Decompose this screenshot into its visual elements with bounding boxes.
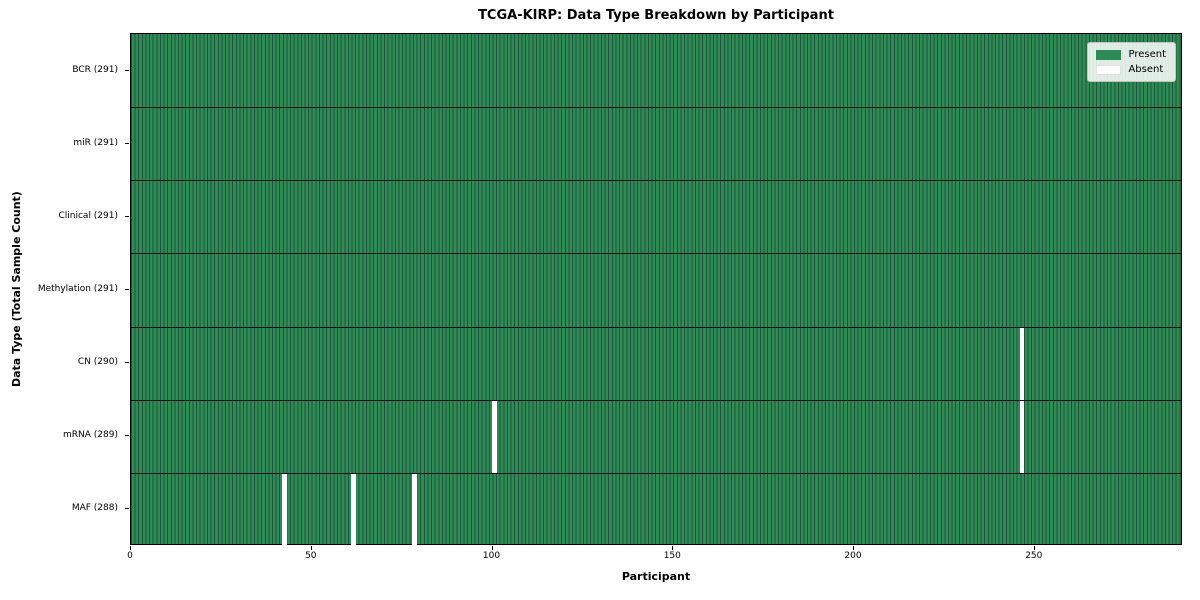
present-swatch-icon (1096, 49, 1122, 60)
absent-bar (1019, 326, 1025, 400)
x-tick-label: 250 (1025, 551, 1043, 561)
legend-item-absent: Absent (1096, 64, 1166, 75)
x-tick-label: 0 (127, 551, 133, 561)
row-divider (131, 326, 1181, 328)
absent-swatch-icon (1096, 64, 1122, 75)
y-tick-label: mRNA (289) (63, 430, 118, 441)
y-tick-label: Clinical (291) (58, 210, 118, 221)
y-tick-mark (125, 142, 129, 144)
y-tick-label: CN (290) (77, 357, 118, 368)
y-tick-mark (125, 435, 129, 437)
x-tick-label: 200 (844, 551, 862, 561)
x-tick-mark (310, 546, 312, 550)
absent-bar (351, 472, 356, 546)
y-tick-mark (125, 362, 129, 364)
x-axis-label: Participant (621, 570, 691, 583)
absent-bar (282, 472, 287, 546)
x-tick-mark (672, 546, 674, 550)
legend-label-present: Present (1128, 49, 1166, 60)
y-tick-mark (125, 289, 129, 290)
legend-label-absent: Absent (1128, 64, 1164, 75)
y-tick-label: MAF (288) (71, 503, 118, 514)
x-tick-label: 100 (482, 551, 501, 561)
x-tick-mark (130, 546, 131, 550)
row-divider (131, 399, 1181, 401)
legend: Present Absent (1087, 42, 1176, 82)
x-tick-label: 150 (663, 551, 681, 561)
row-divider (131, 253, 1181, 255)
absent-bar (492, 399, 497, 473)
absent-bar (412, 472, 418, 546)
absent-bar (1019, 399, 1025, 473)
row-divider (131, 472, 1181, 474)
y-tick-mark (125, 69, 129, 71)
y-tick-mark (125, 215, 129, 217)
plot-area: Present Absent (130, 33, 1182, 546)
x-tick-mark (491, 546, 493, 550)
x-tick-mark (1033, 546, 1035, 550)
y-tick-label: BCR (291) (72, 64, 118, 75)
chart-title: TCGA-KIRP: Data Type Breakdown by Partic… (478, 8, 834, 23)
row-divider (131, 180, 1181, 182)
y-tick-label: Methylation (291) (37, 284, 118, 294)
y-tick-label: miR (291) (73, 137, 118, 148)
legend-item-present: Present (1096, 49, 1166, 60)
x-tick-mark (853, 546, 854, 550)
x-tick-label: 50 (305, 551, 317, 561)
row-divider (131, 107, 1181, 109)
y-tick-mark (125, 508, 129, 510)
